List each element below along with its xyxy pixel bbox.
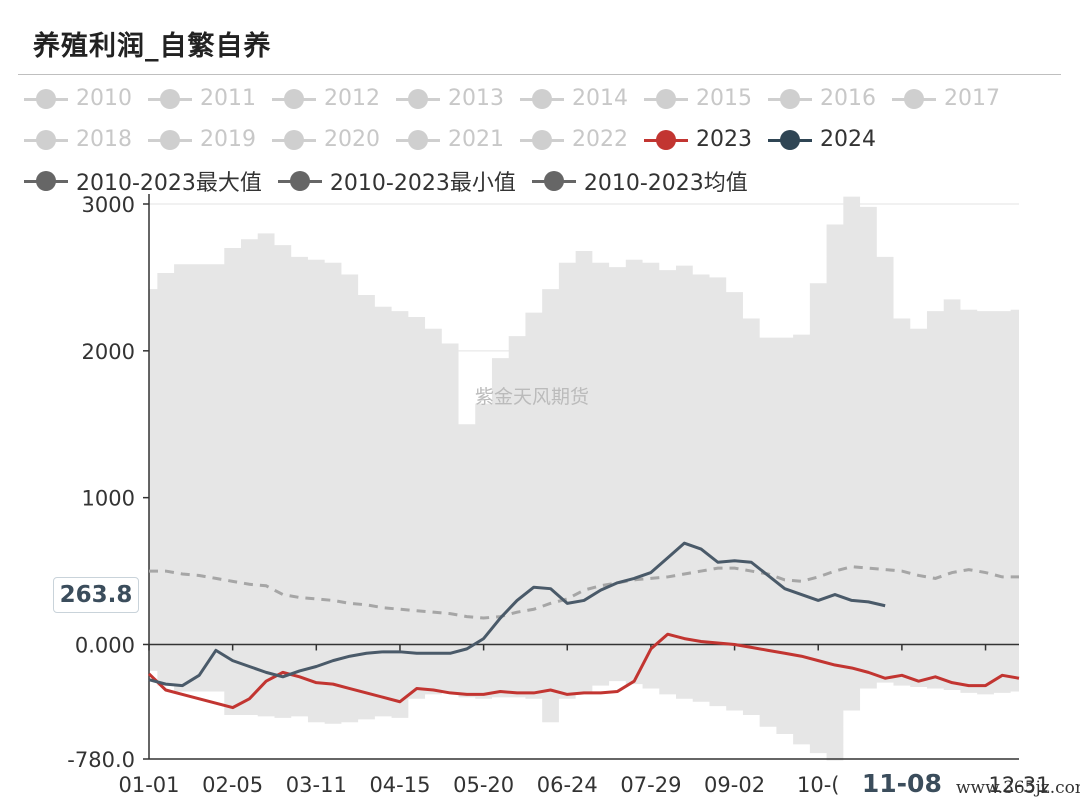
legend-marker-icon [520,88,564,110]
legend-item-2021[interactable]: 2021 [396,127,504,152]
legend-label: 2013 [448,86,504,111]
x-tick-label: 11-08 [862,769,942,798]
legend-label: 2019 [200,127,256,152]
legend-label: 2010-2023最大值 [76,170,262,196]
axis-pointer-value-badge: 263.8 [53,577,139,613]
legend-marker-icon [272,129,316,151]
legend-marker-icon [24,129,68,151]
legend-row: 2010-2023最大值 2010-2023最小值 2010-2023均值 [24,160,1074,201]
legend-item-2011[interactable]: 2011 [148,86,256,111]
legend-item-2013[interactable]: 2013 [396,86,504,111]
legend-item-2010-2023最小值[interactable]: 2010-2023最小值 [277,165,516,197]
x-tick-label: 09-02 [704,773,765,797]
legend-row: 2018 2019 2020 2021 2022 2023 2024 [24,119,1074,160]
legend-item-2010[interactable]: 2010 [24,86,132,111]
x-tick-label: 07-29 [620,773,681,797]
x-tick-label: 12-31 [988,773,1049,797]
y-tick-label: 2000 [82,340,135,364]
legend-row: 2010 2011 2012 2013 2014 2015 2016 2017 [24,78,1074,119]
legend-item-2015[interactable]: 2015 [644,86,752,111]
legend-item-2017[interactable]: 2017 [892,86,1000,111]
min-band-area [149,644,1019,761]
legend-label: 2010 [76,86,132,111]
legend-label: 2014 [572,86,628,111]
legend-label: 2012 [324,86,380,111]
legend-marker-icon [24,170,68,192]
watermark: 紫金天风期货 [475,386,590,408]
legend-item-2010-2023均值[interactable]: 2010-2023均值 [531,165,748,197]
title-divider [18,74,1061,75]
y-tick-label: 0.000 [75,633,135,657]
legend-item-2022[interactable]: 2022 [520,127,628,152]
x-tick-label: 01-01 [118,773,179,797]
legend-item-2019[interactable]: 2019 [148,127,256,152]
legend-label: 2011 [200,86,256,111]
legend-label: 2018 [76,127,132,152]
legend-label: 2021 [448,127,504,152]
x-tick-label: 04-15 [369,773,430,797]
legend-marker-icon [396,88,440,110]
legend-label: 2020 [324,127,380,152]
legend-marker-icon [24,88,68,110]
legend-marker-icon [396,129,440,151]
legend-label: 2017 [944,86,1000,111]
legend-item-2023[interactable]: 2023 [644,127,752,152]
site-watermark: www.365jz.com [956,778,1080,798]
legend-marker-icon [148,129,192,151]
x-tick-label: 10-( [797,773,840,797]
legend-marker-icon [272,88,316,110]
legend-marker-icon [277,170,322,192]
legend-marker-icon [644,129,688,151]
legend-item-2020[interactable]: 2020 [272,127,380,152]
y-tick-label: 3000 [82,193,135,217]
legend-marker-icon [531,170,576,192]
legend-label: 2023 [696,127,752,152]
legend-label: 2022 [572,127,628,152]
legend-item-2010-2023最大值[interactable]: 2010-2023最大值 [24,165,262,197]
legend-label: 2010-2023均值 [583,170,748,196]
y-tick-label: 1000 [82,487,135,511]
x-tick-label: 05-20 [453,773,514,797]
series-line-2023 [147,632,1020,710]
legend-label: 2016 [820,86,876,111]
legend-marker-icon [768,129,812,151]
mean-line [149,565,1019,620]
max-band-area [149,196,1019,645]
legend-item-2018[interactable]: 2018 [24,127,132,152]
legend-label: 2010-2023最小值 [329,170,516,196]
legend-marker-icon [768,88,812,110]
legend-marker-icon [892,88,936,110]
x-tick-label: 06-24 [537,773,598,797]
legend-marker-icon [644,88,688,110]
y-tick-label: -780.0 [67,748,135,772]
chart-legend: 2010 2011 2012 2013 2014 2015 2016 2017 2018 201… [24,78,1074,201]
legend-item-2012[interactable]: 2012 [272,86,380,111]
legend-label: 2015 [696,86,752,111]
x-tick-label: 02-05 [202,773,263,797]
chart-title: 养殖利润_自繁自养 [33,31,272,62]
series-line-2024 [148,541,886,688]
legend-marker-icon [520,129,564,151]
legend-item-2016[interactable]: 2016 [768,86,876,111]
x-tick-label: 03-11 [286,773,347,797]
legend-item-2024[interactable]: 2024 [768,127,876,152]
legend-item-2014[interactable]: 2014 [520,86,628,111]
legend-label: 2024 [820,127,876,152]
legend-marker-icon [148,88,192,110]
